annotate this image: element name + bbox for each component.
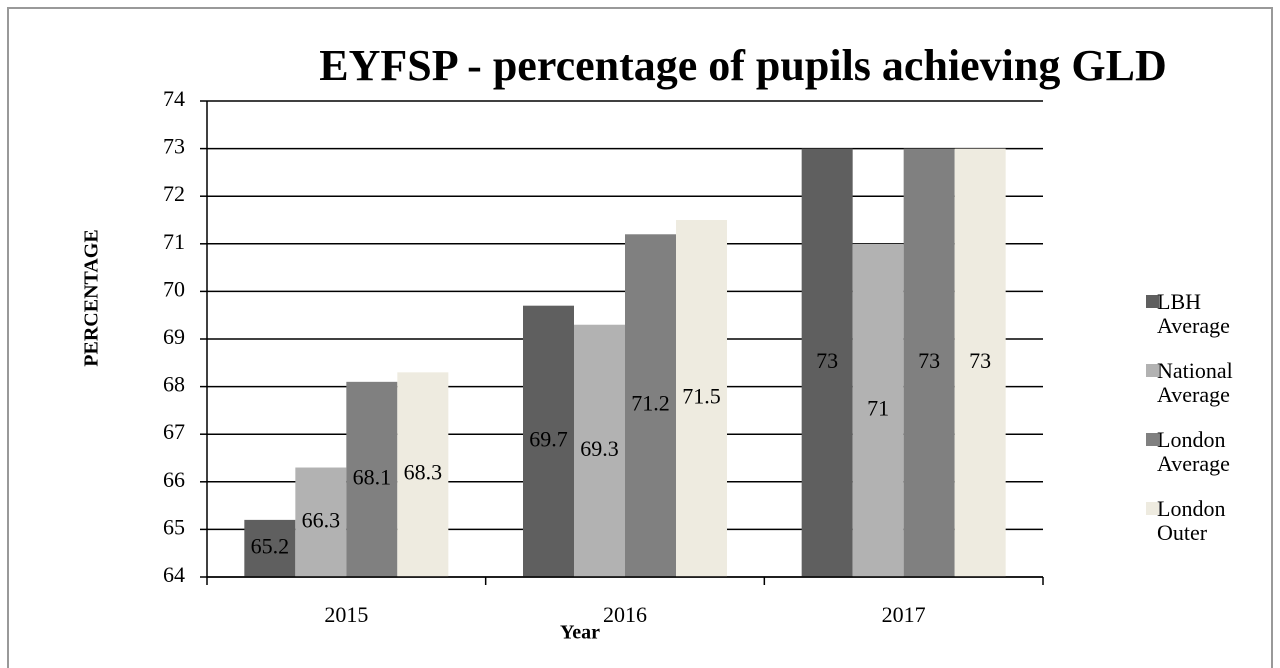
data-label: 69.3 bbox=[580, 436, 619, 461]
bar bbox=[397, 372, 449, 577]
data-label: 69.7 bbox=[529, 426, 568, 451]
data-label: 73 bbox=[816, 348, 838, 373]
bar bbox=[676, 220, 727, 577]
data-label: 66.3 bbox=[302, 507, 341, 532]
bar bbox=[903, 148, 955, 577]
legend-swatch bbox=[1146, 433, 1159, 446]
bar bbox=[523, 305, 574, 577]
bar bbox=[244, 519, 296, 577]
bar bbox=[852, 243, 904, 578]
legend-swatch bbox=[1146, 364, 1159, 377]
data-label: 73 bbox=[918, 348, 940, 373]
data-label: 71.2 bbox=[631, 391, 670, 416]
bar bbox=[801, 148, 853, 577]
data-label: 71 bbox=[867, 395, 889, 420]
bar bbox=[295, 467, 347, 577]
data-label: 65.2 bbox=[251, 533, 290, 558]
y-axis-label: PERCENTAGE bbox=[81, 229, 103, 366]
bar bbox=[346, 381, 398, 577]
y-tick-label: 73 bbox=[163, 134, 185, 159]
y-tick-label: 71 bbox=[163, 229, 185, 254]
data-label: 71.5 bbox=[682, 384, 721, 409]
y-tick-label: 65 bbox=[163, 514, 185, 539]
x-tick-label: 2017 bbox=[882, 602, 926, 627]
y-tick-label: 70 bbox=[163, 276, 185, 301]
x-tick-label: 2015 bbox=[324, 602, 368, 627]
y-tick-label: 66 bbox=[163, 467, 185, 492]
legend-label: LBH Average bbox=[1157, 289, 1230, 338]
x-tick-label: 2016 bbox=[603, 602, 647, 627]
y-tick-label: 67 bbox=[163, 419, 185, 444]
y-tick-label: 72 bbox=[163, 181, 185, 206]
legend-swatch bbox=[1146, 502, 1159, 515]
chart-title: EYFSP - percentage of pupils achieving G… bbox=[319, 41, 1166, 90]
y-tick-label: 68 bbox=[163, 372, 185, 397]
y-tick-label: 74 bbox=[163, 86, 185, 111]
legend-label: National Average bbox=[1157, 358, 1233, 407]
data-label: 68.1 bbox=[353, 464, 392, 489]
legend-label: London Outer bbox=[1157, 496, 1226, 545]
data-label: 68.3 bbox=[404, 460, 443, 485]
bar bbox=[954, 148, 1006, 577]
x-axis-label: Year bbox=[560, 622, 600, 644]
bar bbox=[574, 324, 625, 577]
legend-swatch bbox=[1146, 295, 1159, 308]
bar bbox=[625, 234, 676, 577]
data-label: 73 bbox=[969, 348, 991, 373]
y-tick-label: 69 bbox=[163, 324, 185, 349]
legend-label: London Average bbox=[1157, 427, 1230, 476]
y-tick-label: 64 bbox=[163, 562, 185, 587]
chart-border bbox=[7, 7, 1273, 668]
